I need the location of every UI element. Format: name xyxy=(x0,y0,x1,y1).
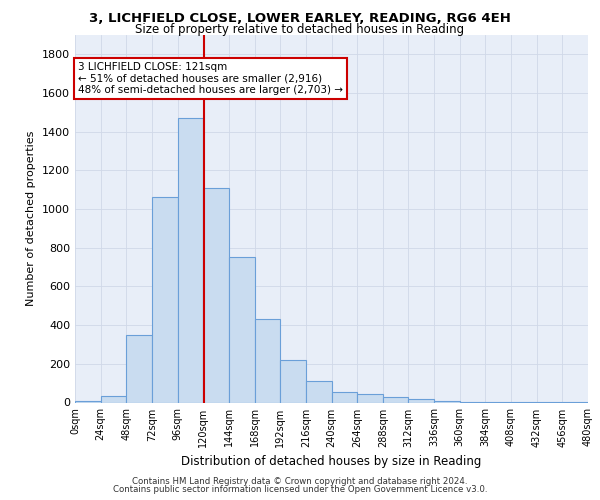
Bar xyxy=(229,258,254,402)
X-axis label: Distribution of detached houses by size in Reading: Distribution of detached houses by size … xyxy=(181,455,482,468)
Bar xyxy=(254,320,280,402)
Bar xyxy=(203,188,229,402)
Y-axis label: Number of detached properties: Number of detached properties xyxy=(26,131,37,306)
Bar xyxy=(178,118,203,403)
Bar xyxy=(101,396,127,402)
Bar xyxy=(306,381,331,402)
Text: Contains HM Land Registry data © Crown copyright and database right 2024.: Contains HM Land Registry data © Crown c… xyxy=(132,477,468,486)
Bar xyxy=(127,335,152,402)
Bar xyxy=(331,392,357,402)
Bar xyxy=(409,398,434,402)
Text: Contains public sector information licensed under the Open Government Licence v3: Contains public sector information licen… xyxy=(113,485,487,494)
Bar xyxy=(383,396,409,402)
Bar xyxy=(434,400,460,402)
Text: Size of property relative to detached houses in Reading: Size of property relative to detached ho… xyxy=(136,22,464,36)
Text: 3, LICHFIELD CLOSE, LOWER EARLEY, READING, RG6 4EH: 3, LICHFIELD CLOSE, LOWER EARLEY, READIN… xyxy=(89,12,511,24)
Bar xyxy=(152,198,178,402)
Bar xyxy=(280,360,306,403)
Bar xyxy=(75,400,101,402)
Bar xyxy=(357,394,383,402)
Text: 3 LICHFIELD CLOSE: 121sqm
← 51% of detached houses are smaller (2,916)
48% of se: 3 LICHFIELD CLOSE: 121sqm ← 51% of detac… xyxy=(78,62,343,96)
